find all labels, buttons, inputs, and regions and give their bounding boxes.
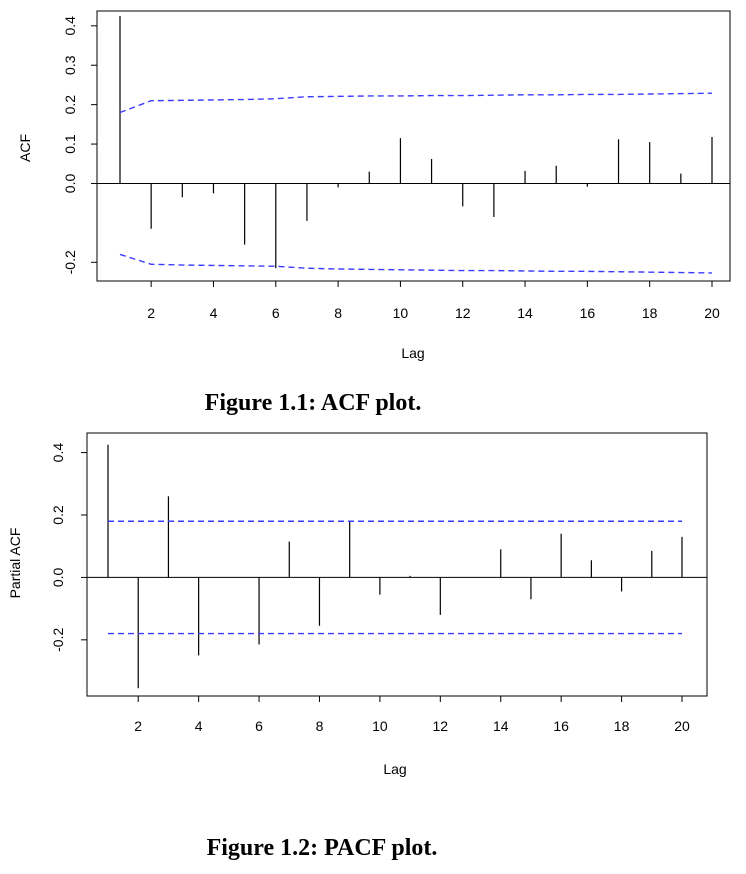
- x-axis-title: Lag: [401, 345, 424, 361]
- x-tick-label: 20: [704, 305, 720, 321]
- x-tick-label: 2: [147, 305, 155, 321]
- confidence-band: [119, 92, 713, 274]
- x-tick-label: 18: [642, 305, 658, 321]
- y-axis-title: ACF: [17, 134, 33, 162]
- x-tick-label: 4: [210, 305, 218, 321]
- y-axis: -0.2 0.0 0.2 0.4: [50, 443, 87, 652]
- y-tick-label: 0.2: [62, 95, 78, 115]
- x-tick-label: 12: [455, 305, 471, 321]
- y-axis-title: Partial ACF: [7, 528, 23, 599]
- x-tick-label: 2: [134, 718, 142, 734]
- x-axis: 2 4 6 8 10 12 14 16 18 20: [134, 696, 690, 734]
- plot-frame: [86, 432, 708, 697]
- x-tick-label: 16: [553, 718, 569, 734]
- pacf-chart: 2 4 6 8 10 12 14 16 18 20 -0.2 0.0 0.2 0.4 Lag Parti…: [7, 432, 708, 861]
- confidence-band: [108, 520, 682, 635]
- y-tick-label: -0.2: [62, 250, 78, 274]
- y-tick-label: 0.1: [62, 134, 78, 154]
- x-tick-label: 10: [393, 305, 409, 321]
- x-tick-label: 10: [372, 718, 388, 734]
- x-axis: 2 4 6 8 10 12 14 16 18 20: [147, 281, 720, 321]
- x-tick-label: 12: [433, 718, 449, 734]
- confidence-lower-line: [119, 253, 713, 274]
- y-axis: -0.2 0.0 0.1 0.2 0.3 0.4: [62, 16, 97, 274]
- y-tick-label: -0.2: [50, 628, 66, 652]
- x-tick-label: 18: [614, 718, 630, 734]
- acf-bars: [97, 15, 730, 269]
- figure-caption: Figure 1.2: PACF plot.: [207, 835, 438, 861]
- x-tick-label: 14: [493, 718, 509, 734]
- y-tick-label: 0.0: [62, 174, 78, 194]
- x-tick-label: 8: [334, 305, 342, 321]
- y-tick-label: 0.0: [50, 567, 66, 587]
- x-axis-title: Lag: [383, 761, 406, 777]
- y-tick-label: 0.3: [62, 55, 78, 75]
- x-tick-label: 8: [316, 718, 324, 734]
- x-tick-label: 20: [674, 718, 690, 734]
- x-tick-label: 14: [517, 305, 533, 321]
- y-tick-label: 0.4: [50, 443, 66, 463]
- y-tick-label: 0.4: [62, 16, 78, 36]
- x-tick-label: 6: [255, 718, 263, 734]
- x-tick-label: 6: [272, 305, 280, 321]
- x-tick-label: 4: [195, 718, 203, 734]
- y-tick-label: 0.2: [50, 505, 66, 525]
- x-tick-label: 16: [580, 305, 596, 321]
- figure-caption: Figure 1.1: ACF plot.: [205, 390, 422, 416]
- confidence-upper-line: [119, 92, 713, 114]
- plot-frame: [96, 10, 731, 282]
- acf-chart: 2 4 6 8 10 12 14 16 18 20 -0.2 0.0 0.1 0.2 0.3 0.4 Lag…: [17, 10, 731, 416]
- pacf-bars: [87, 444, 707, 689]
